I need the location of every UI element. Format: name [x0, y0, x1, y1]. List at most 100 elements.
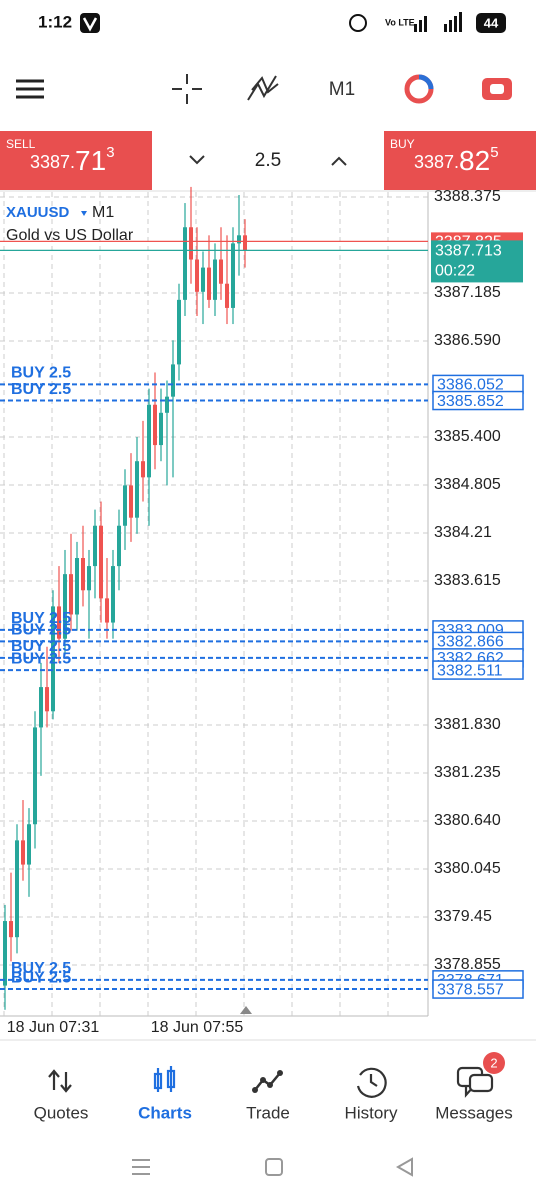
overlays: BUY 2.5 3386.052 BUY 2.5 3385.852 BUY 2.5 338…: [0, 232, 524, 999]
candle-body: [15, 840, 19, 938]
nav-charts[interactable]: Charts: [138, 1103, 192, 1122]
messages-badge: [483, 1052, 505, 1074]
sell-price-sup: 3: [106, 144, 114, 161]
sell-button[interactable]: [0, 131, 152, 190]
buy-button[interactable]: [384, 131, 536, 190]
buy-price: 3387.825: [414, 144, 499, 176]
messages-icon: [456, 1066, 494, 1098]
app-icon-glyph: [82, 17, 98, 32]
candle-body: [189, 227, 193, 260]
bid-price: 3387.713: [435, 243, 502, 260]
candle-body: [39, 687, 43, 728]
crosshair-button[interactable]: [172, 74, 202, 104]
order-price: 3386.052: [437, 377, 504, 394]
alarm-icon: [349, 14, 367, 32]
timeframe-button[interactable]: M1: [329, 79, 355, 100]
candle-body: [231, 243, 235, 308]
nav-quotes[interactable]: Quotes: [34, 1103, 89, 1122]
y-tick-label: 3378.855: [434, 956, 501, 973]
y-tick-label: 3387.185: [434, 284, 501, 301]
order-label: BUY 2.5: [11, 622, 71, 639]
buy-price-big: 82: [459, 145, 490, 176]
symbol-dropdown[interactable]: [81, 211, 87, 216]
buy-price-sup: 5: [490, 144, 498, 161]
y-tick-label: 3380.640: [434, 812, 501, 829]
order-label: BUY 2.5: [11, 969, 71, 986]
order-price-box: [432, 979, 524, 999]
lot-decrease[interactable]: [189, 155, 205, 165]
candle-body: [237, 235, 241, 244]
order-price: 3378.557: [437, 981, 504, 998]
candle-body: [177, 299, 181, 365]
candle-body: [147, 404, 151, 478]
y-tick-label: 3381.235: [434, 764, 501, 781]
candle-body: [153, 404, 157, 446]
indicators-button[interactable]: [247, 75, 279, 101]
messages-badge-count: 2: [490, 1055, 497, 1070]
y-tick-label: 3388.375: [434, 188, 501, 205]
candle-body: [243, 235, 247, 251]
order-label: BUY 2.5: [11, 365, 71, 382]
candle-body: [171, 364, 175, 397]
candle-body: [201, 267, 205, 292]
order-price-box: [432, 660, 524, 680]
trade-icon: [252, 1070, 283, 1093]
back-button[interactable]: [395, 1157, 413, 1177]
candle-body: [165, 396, 169, 413]
order-label: BUY 2.5: [11, 610, 71, 627]
battery-level: 44: [484, 15, 499, 30]
candle-body: [45, 687, 49, 712]
nav-messages[interactable]: Messages: [435, 1103, 512, 1122]
y-tick-label: 3381.830: [434, 716, 501, 733]
bid-price-box: [431, 240, 523, 283]
order-label: BUY 2.5: [11, 960, 71, 977]
home-button[interactable]: [265, 1158, 283, 1176]
battery-icon: [476, 13, 506, 33]
nav-trade[interactable]: Trade: [246, 1103, 290, 1122]
candle-body: [51, 606, 55, 712]
recents-button[interactable]: [132, 1159, 150, 1175]
candle-body: [75, 558, 79, 615]
candle-body: [3, 921, 7, 986]
candle-body: [33, 727, 37, 825]
candle-body: [123, 485, 127, 526]
order-label: BUY 2.5: [11, 638, 71, 655]
nav-history[interactable]: History: [345, 1103, 398, 1122]
chart-timeframe: M1: [92, 204, 114, 221]
lot-increase[interactable]: [331, 156, 347, 166]
candle-body: [63, 574, 67, 639]
order-label: BUY 2.5: [11, 650, 71, 667]
x-tick-label: 18 Jun 07:55: [151, 1019, 244, 1036]
candle-body: [93, 525, 97, 567]
candle-body: [141, 461, 145, 478]
candle-body: [159, 412, 163, 446]
trade-button-glyph: [490, 84, 504, 94]
candle-body: [219, 259, 223, 284]
signal-icon: [414, 12, 462, 32]
y-tick-label: 3385.400: [434, 428, 501, 445]
candle-body: [117, 525, 121, 567]
lot-size[interactable]: 2.5: [255, 150, 281, 171]
y-tick-label: 3384.805: [434, 476, 501, 493]
clock: 1:12: [38, 12, 72, 31]
quotes-icon: [48, 1069, 72, 1093]
buy-label: BUY: [390, 137, 415, 151]
candle-body: [183, 227, 187, 300]
y-tick-label: 3384.21: [434, 524, 492, 541]
order-price: 3382.511: [437, 662, 503, 679]
candle-body: [81, 558, 85, 591]
plot: [0, 186, 428, 1010]
candle-body: [99, 525, 103, 599]
symbol-description: Gold vs US Dollar: [6, 227, 134, 244]
sell-price: 3387.713: [30, 144, 115, 176]
system-nav: [132, 1157, 413, 1177]
sell-price-main: 3387.: [30, 152, 75, 172]
y-tick-label: 3379.45: [434, 908, 492, 925]
y-tick-label: 3386.590: [434, 332, 501, 349]
candle-body: [213, 259, 217, 300]
candle-body: [225, 283, 229, 308]
x-tick-label: 18 Jun 07:31: [7, 1019, 100, 1036]
objects-button-accent: [418, 74, 434, 90]
menu-button[interactable]: [16, 79, 44, 99]
